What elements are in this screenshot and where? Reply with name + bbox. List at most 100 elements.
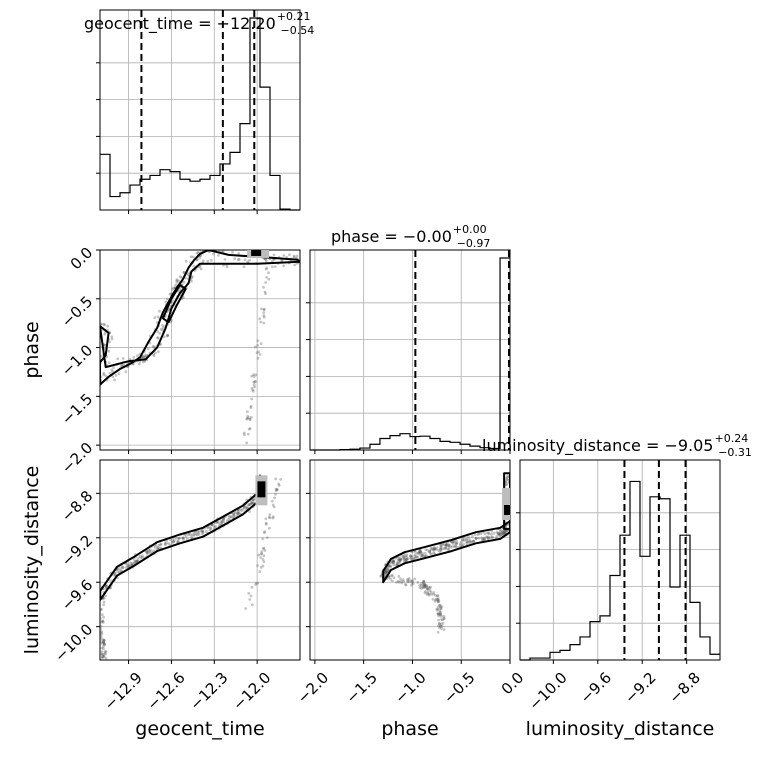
sample-point [107, 349, 111, 353]
contour-outer [100, 250, 300, 386]
sample-point [261, 564, 265, 568]
sample-point [174, 536, 178, 540]
sample-point [385, 570, 388, 574]
sample-point [387, 576, 391, 579]
sample-point [132, 558, 136, 561]
sample-point [209, 526, 213, 530]
sample-point [506, 474, 510, 478]
sample-point [434, 594, 437, 597]
sample-point [248, 598, 252, 601]
sample-point [110, 337, 114, 341]
sample-point [395, 580, 398, 584]
sample-point [452, 540, 456, 543]
sample-point [143, 359, 147, 363]
sample-point [139, 556, 143, 560]
sample-point [384, 571, 388, 574]
sample-point [145, 551, 149, 554]
sample-point [171, 537, 175, 541]
sample-point [503, 532, 506, 535]
sample-point [176, 540, 180, 543]
sample-point [262, 315, 266, 319]
x-tick-label: −10.0 [525, 669, 570, 714]
sample-point [504, 480, 508, 484]
panel-content [100, 250, 300, 445]
sample-point [447, 544, 451, 548]
sample-point [101, 653, 104, 656]
sample-point [251, 501, 254, 505]
sample-point [195, 258, 199, 262]
sample-point [498, 532, 502, 535]
sample-point [100, 636, 101, 640]
sample-point [462, 536, 466, 540]
sample-point [100, 608, 103, 611]
sample-point [496, 531, 500, 535]
sample-point [145, 552, 149, 556]
sample-point [272, 253, 276, 257]
sample-point [201, 259, 205, 263]
sample-point [250, 397, 254, 401]
sample-point [166, 333, 170, 337]
sample-point [427, 593, 431, 597]
sample-point [504, 478, 508, 482]
y-tick-label: −9.2 [58, 531, 96, 569]
sample-point [270, 259, 274, 263]
sample-point [390, 560, 394, 564]
sample-point [157, 336, 160, 340]
y-tick-label: −9.6 [58, 576, 96, 614]
sample-point [417, 551, 420, 555]
sample-point [116, 357, 120, 361]
sample-point [467, 537, 471, 541]
sample-point [250, 374, 254, 378]
sample-point [270, 265, 274, 269]
sample-point [399, 557, 402, 561]
sample-point [438, 611, 442, 615]
sample-point [410, 583, 413, 587]
sample-point [474, 536, 478, 540]
sample-point [288, 253, 291, 256]
sample-point [246, 410, 249, 414]
sample-point [209, 258, 213, 262]
sample-point [100, 354, 103, 358]
sample-point [440, 615, 443, 618]
sample-point [251, 388, 255, 392]
sample-point [505, 477, 509, 481]
sample-point [444, 543, 448, 547]
sample-point [248, 503, 252, 506]
sample-point [100, 613, 104, 617]
sample-point [468, 539, 472, 543]
sample-point [190, 275, 194, 279]
sample-point [434, 548, 438, 551]
sample-point [439, 605, 442, 609]
hist-geocent-time-panel [96, 9, 301, 214]
sample-point [432, 549, 436, 552]
sample-point [256, 339, 260, 343]
sample-point [384, 571, 388, 575]
sample-point [440, 624, 444, 628]
sample-point [397, 561, 400, 565]
sample-point [395, 561, 399, 565]
sample-point [247, 416, 250, 419]
sample-point [201, 529, 204, 533]
sample-point [121, 566, 125, 569]
sample-point [435, 546, 439, 549]
sample-point [127, 564, 131, 567]
sample-point [422, 579, 425, 583]
sample-point [441, 618, 444, 622]
sample-point [443, 547, 447, 550]
sample-point [399, 558, 403, 562]
sample-point [403, 558, 406, 562]
sample-point [230, 515, 233, 519]
sample-point [437, 599, 441, 602]
sample-point [399, 579, 403, 583]
sample-point [100, 630, 104, 634]
sample-point [472, 539, 475, 543]
sample-point [405, 557, 409, 561]
sample-point [108, 371, 112, 375]
sample-point [443, 543, 446, 547]
sample-point [225, 265, 229, 269]
sample-point [499, 534, 503, 537]
sample-point [152, 549, 156, 553]
sample-point [152, 354, 156, 358]
sample-point [263, 290, 267, 294]
sample-point [262, 546, 266, 550]
